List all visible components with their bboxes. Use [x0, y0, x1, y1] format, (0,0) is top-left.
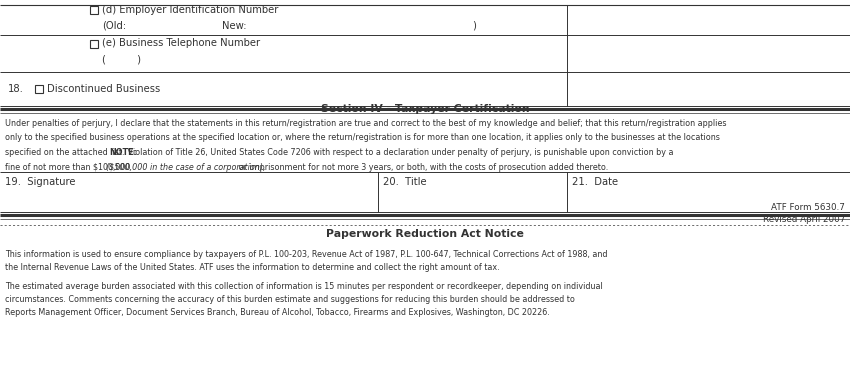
- Text: (Old:: (Old:: [102, 21, 126, 31]
- Text: (d) Employer Identification Number: (d) Employer Identification Number: [102, 5, 278, 15]
- Text: NOTE:: NOTE:: [109, 148, 137, 157]
- Text: ): ): [472, 21, 476, 31]
- Bar: [35, 85, 43, 93]
- Text: 20.  Title: 20. Title: [383, 177, 427, 187]
- Text: New:: New:: [222, 21, 246, 31]
- Text: (          ): ( ): [102, 55, 141, 64]
- Text: specified on the attached list.: specified on the attached list.: [5, 148, 127, 157]
- Text: This information is used to ensure compliance by taxpayers of P.L. 100-203, Reve: This information is used to ensure compl…: [5, 250, 608, 259]
- Text: the Internal Revenue Laws of the United States. ATF uses the information to dete: the Internal Revenue Laws of the United …: [5, 263, 500, 272]
- Text: (e) Business Telephone Number: (e) Business Telephone Number: [102, 38, 260, 49]
- Text: Under penalties of perjury, I declare that the statements in this return/registr: Under penalties of perjury, I declare th…: [5, 119, 727, 128]
- Text: 19.  Signature: 19. Signature: [5, 177, 76, 187]
- Text: Paperwork Reduction Act Notice: Paperwork Reduction Act Notice: [326, 229, 524, 239]
- Text: circumstances. Comments concerning the accuracy of this burden estimate and sugg: circumstances. Comments concerning the a…: [5, 295, 575, 304]
- Text: fine of not more than $100,000: fine of not more than $100,000: [5, 162, 133, 172]
- Text: ATF Form 5630.7: ATF Form 5630.7: [771, 202, 845, 211]
- Text: The estimated average burden associated with this collection of information is 1: The estimated average burden associated …: [5, 282, 603, 291]
- Text: or imprisonment for not more 3 years, or both, with the costs of prosecution add: or imprisonment for not more 3 years, or…: [235, 162, 608, 172]
- Text: Violation of Title 26, United States Code 7206 with respect to a declaration und: Violation of Title 26, United States Cod…: [125, 148, 674, 157]
- Text: ($500,000 in the case of a corporation),: ($500,000 in the case of a corporation),: [105, 162, 265, 172]
- Bar: [90, 6, 98, 14]
- Text: 21.  Date: 21. Date: [572, 177, 618, 187]
- Bar: [90, 40, 98, 48]
- Text: Reports Management Officer, Document Services Branch, Bureau of Alcohol, Tobacco: Reports Management Officer, Document Ser…: [5, 308, 550, 317]
- Text: 18.: 18.: [8, 84, 24, 94]
- Text: Revised April 2007: Revised April 2007: [762, 215, 845, 224]
- Text: only to the specified business operations at the specified location or, where th: only to the specified business operation…: [5, 133, 720, 143]
- Text: Discontinued Business: Discontinued Business: [47, 84, 161, 94]
- Text: Section IV - Taxpayer Certification: Section IV - Taxpayer Certification: [320, 104, 530, 113]
